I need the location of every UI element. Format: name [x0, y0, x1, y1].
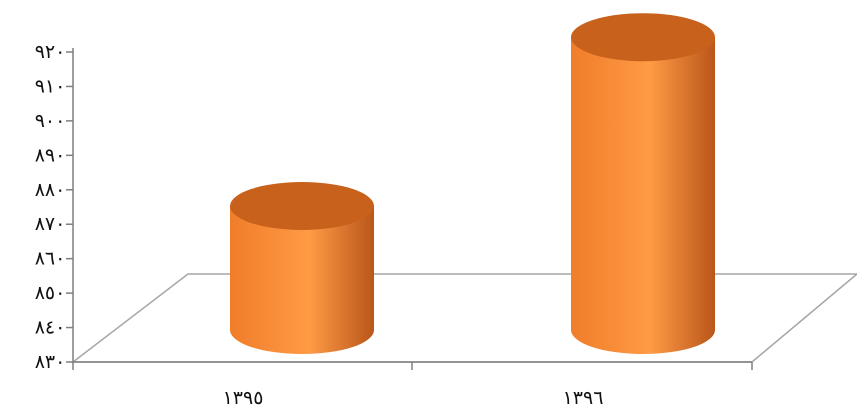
- bar-group: [230, 13, 715, 354]
- y-tick-label-9: ٩٢٠: [35, 41, 66, 63]
- y-tick-label-2: ٨٥٠: [35, 282, 66, 304]
- y-tick-label-3: ٨٦٠: [35, 248, 66, 270]
- y-tick-label-7: ٩٠٠: [35, 110, 66, 132]
- y-tick-label-4: ٨٧٠: [35, 213, 66, 235]
- y-tick-label-6: ٨٩٠: [35, 144, 66, 166]
- y-tick-label-0: ٨٣٠: [35, 351, 66, 373]
- bar-top-0: [230, 182, 374, 230]
- bar-0: [230, 206, 374, 354]
- y-tick-label-1: ٨٤٠: [35, 317, 66, 339]
- category-label-1: ١٣٩٦: [563, 387, 604, 409]
- floor-plane: [70, 273, 857, 363]
- y-tick-label-5: ٨٨٠: [35, 179, 66, 201]
- y-tick-group: ٨٣٠ ٨٤٠ ٨٥٠ ٨٦٠ ٨٧٠ ٨٨٠ ٨٩٠ ٩٠٠ ٩١٠ ٩٢٠: [35, 41, 73, 373]
- y-tick-label-8: ٩١٠: [35, 75, 66, 97]
- bar-1: [571, 37, 715, 354]
- bar-top-1: [571, 13, 715, 62]
- category-label-0: ١٣٩٥: [223, 387, 264, 409]
